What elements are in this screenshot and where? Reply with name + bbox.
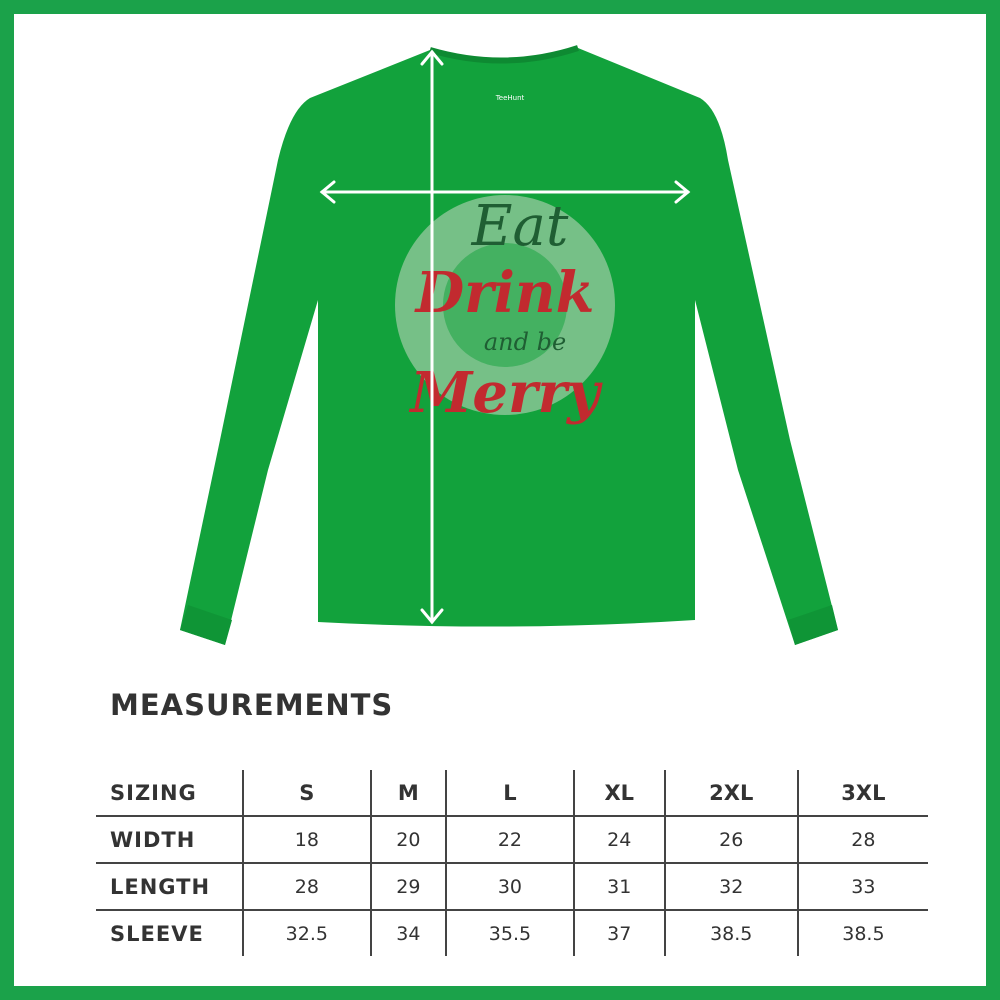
shirt-image: Eat Drink and be Merry TeeHunt: [180, 45, 838, 645]
table-cell: 18: [242, 815, 371, 863]
measurements-title: MEASUREMENTS: [110, 688, 394, 722]
design-text-drink: Drink: [414, 260, 595, 326]
table-cell: 35.5: [445, 909, 574, 956]
snowflake-graphic: [395, 195, 615, 415]
header-cell: SIZING: [110, 780, 197, 805]
table-cell: 32: [663, 862, 798, 910]
table-cell: 31: [572, 862, 665, 910]
table-cell: 22: [445, 815, 574, 863]
table-cell: 26: [663, 815, 798, 863]
table-cell: 38.5: [796, 909, 928, 956]
table-cell: 33: [796, 862, 928, 910]
header-cell: 3XL: [796, 770, 928, 816]
design-text-eat: Eat: [471, 194, 569, 259]
table-cell: 32.5: [242, 909, 371, 956]
table-cell: 37: [572, 909, 665, 956]
table-row: WIDTH 18 20 22 24 26 28: [96, 815, 928, 863]
header-cell: XL: [572, 770, 665, 816]
row-label: LENGTH: [96, 862, 243, 910]
table-cell: 24: [572, 815, 665, 863]
header-cell: S: [242, 770, 371, 816]
shirt-collar: [429, 45, 579, 64]
table-cell: 30: [445, 862, 574, 910]
header-cell: L: [445, 770, 574, 816]
row-label: WIDTH: [96, 815, 243, 863]
table-cell: 38.5: [663, 909, 798, 956]
header-cell: 2XL: [663, 770, 798, 816]
table-row: SLEEVE 32.5 34 35.5 37 38.5 38.5: [96, 909, 928, 956]
design-text-and-be: and be: [484, 328, 566, 356]
measure-arrows: [319, 49, 691, 625]
brand-label: TeeHunt: [495, 94, 525, 102]
table-cell: 34: [369, 909, 447, 956]
table-cell: 20: [369, 815, 447, 863]
size-chart-table: SIZING S M L XL 2XL 3XL WIDTH 18 20 22 2…: [96, 770, 928, 956]
header-cell: M: [369, 770, 447, 816]
table-cell: 28: [796, 815, 928, 863]
table-cell: 28: [242, 862, 371, 910]
design-text-merry: Merry: [408, 360, 603, 426]
table-row: LENGTH 28 29 30 31 32 33: [96, 862, 928, 910]
table-header-row: SIZING S M L XL 2XL 3XL: [96, 770, 928, 816]
row-label: SLEEVE: [96, 909, 243, 956]
table-cell: 29: [369, 862, 447, 910]
